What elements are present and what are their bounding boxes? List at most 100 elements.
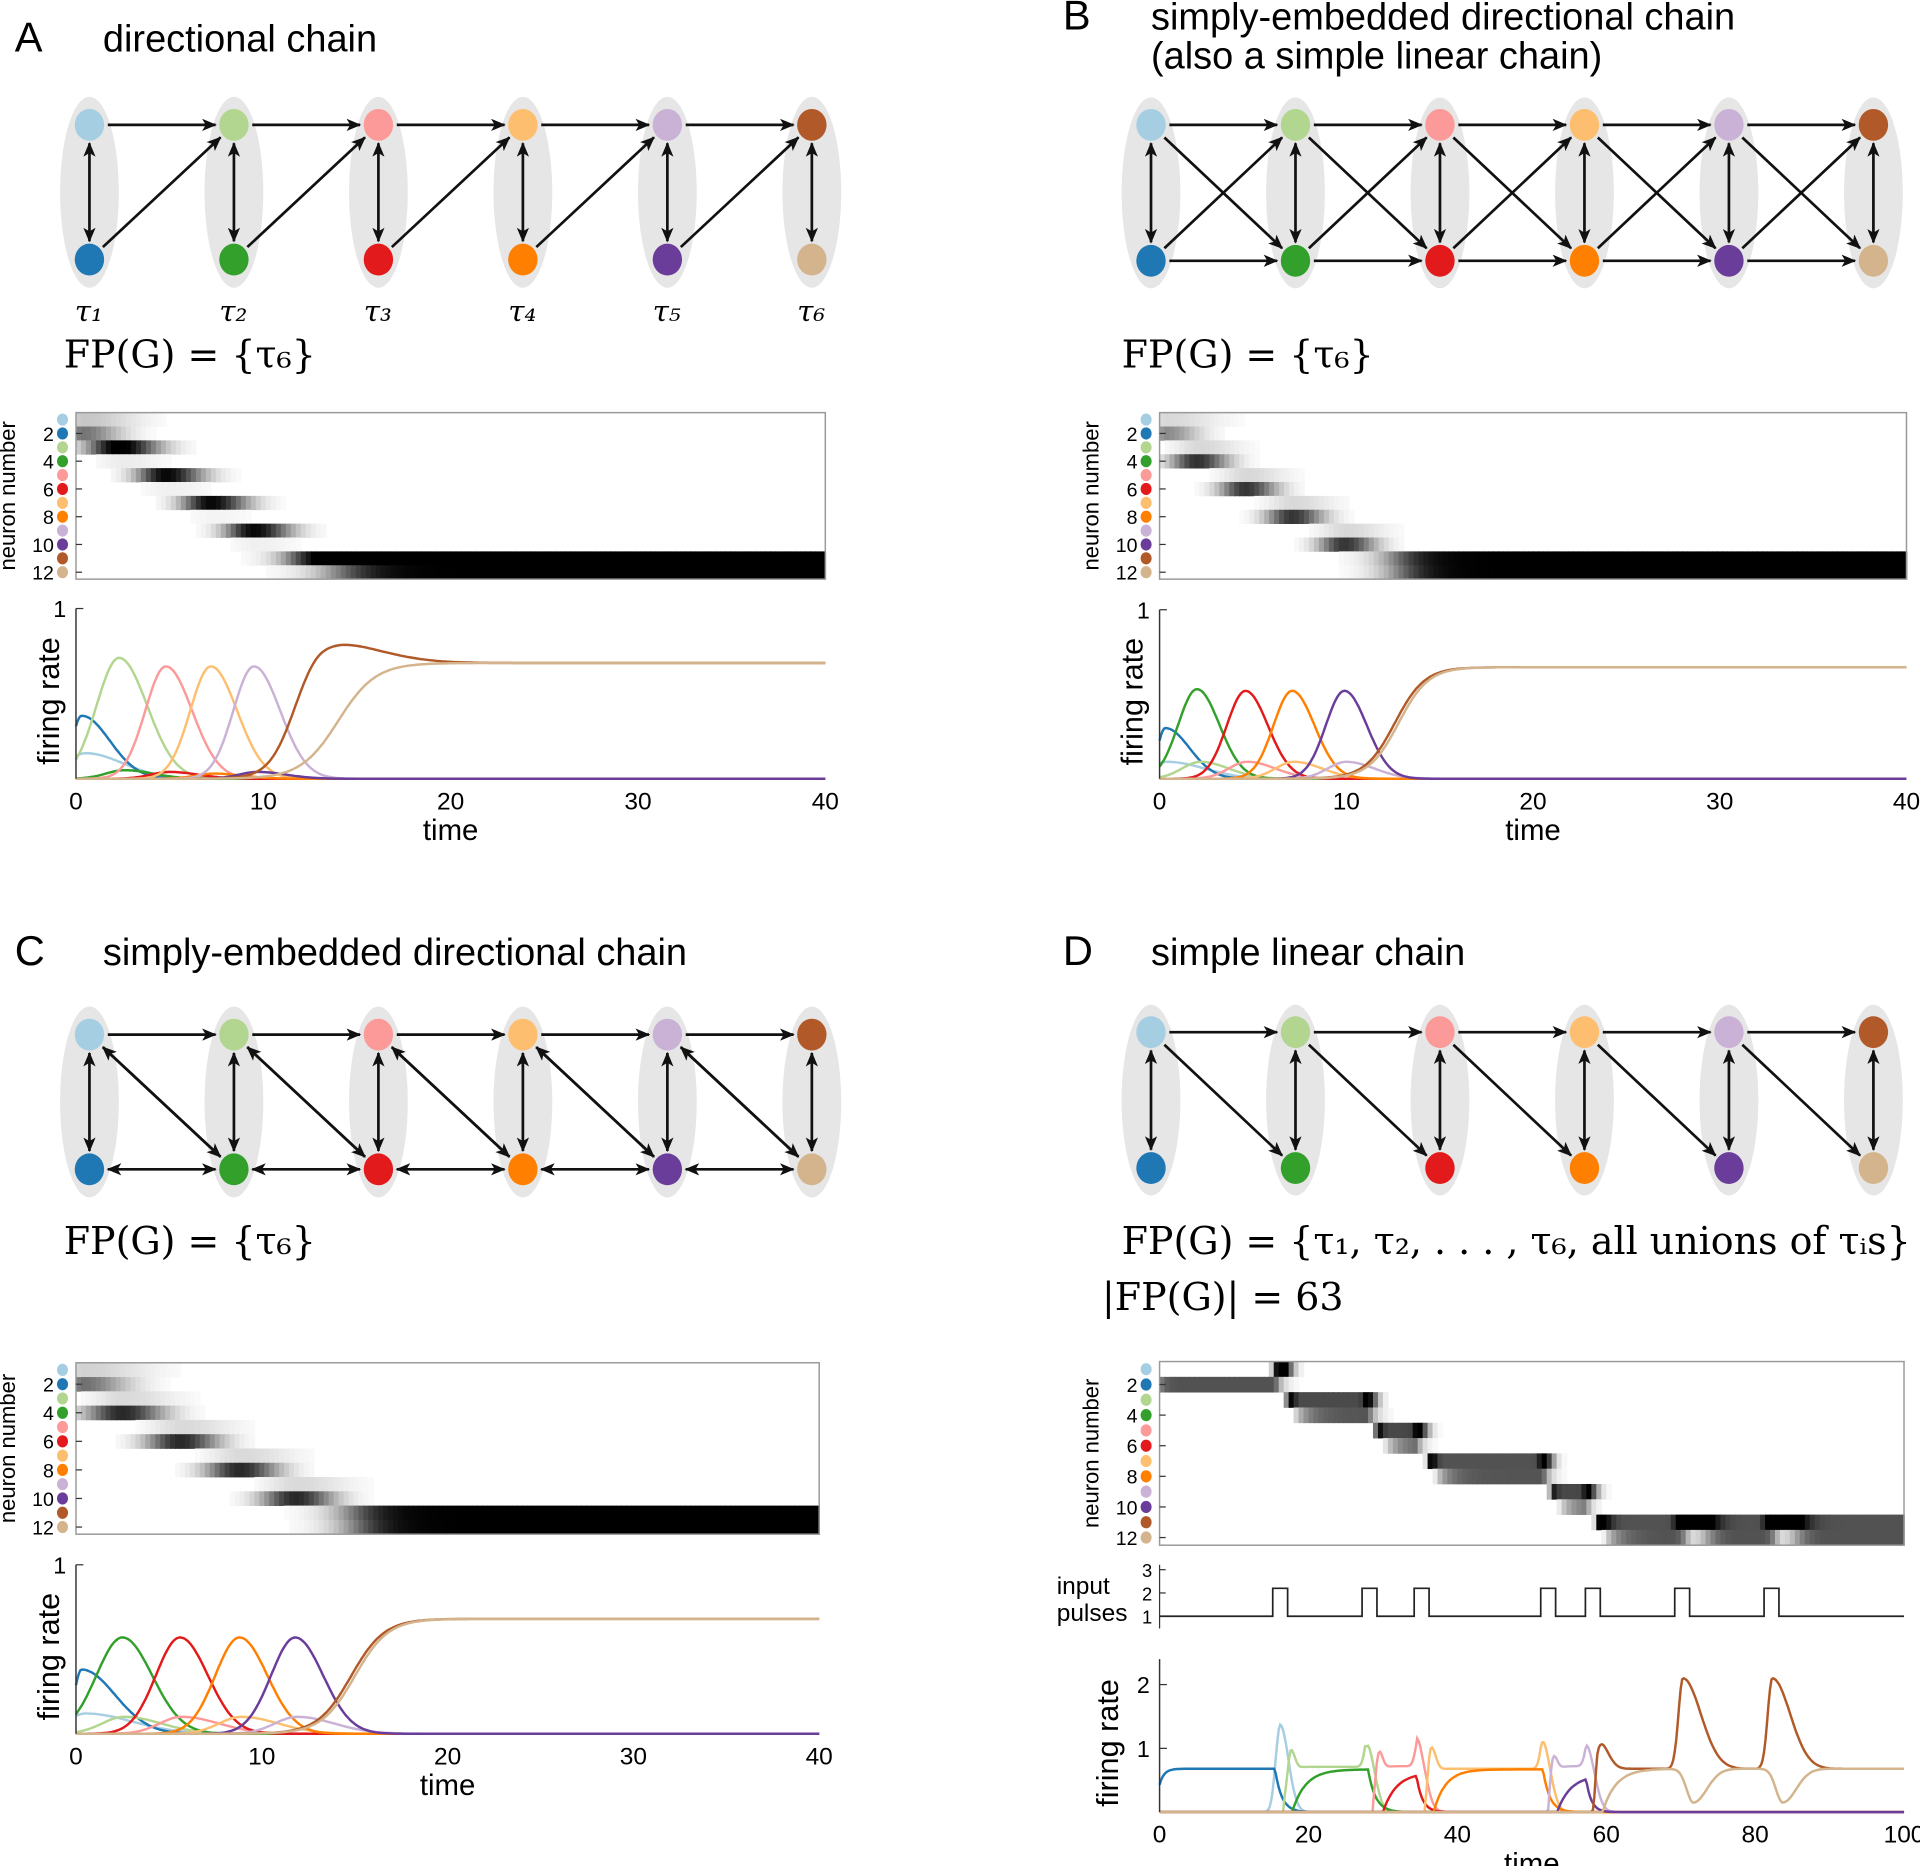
- neuron-color-dot: [56, 1363, 69, 1377]
- raster-cell: [1338, 523, 1345, 538]
- raster-cell: [260, 537, 267, 552]
- raster-cell: [1209, 440, 1216, 455]
- raster-cell: [789, 1505, 796, 1521]
- x-tick-label: 20: [1295, 1822, 1322, 1849]
- raster-cell: [265, 523, 272, 538]
- raster-cell: [1194, 454, 1201, 469]
- raster-cell: [744, 1519, 751, 1535]
- raster-cell: [1422, 1422, 1429, 1439]
- raster-cell: [415, 565, 422, 580]
- raster-cell: [130, 1391, 137, 1406]
- raster-cell: [1289, 495, 1295, 511]
- raster-cell: [1752, 551, 1758, 566]
- raster-cell: [110, 412, 117, 427]
- raster-cell: [305, 551, 312, 566]
- raster-cell: [175, 440, 182, 455]
- raster-cell: [205, 468, 212, 483]
- raster-cell: [1518, 565, 1524, 580]
- raster-cell: [1809, 1514, 1816, 1531]
- raster-cell: [1234, 482, 1240, 497]
- neuron-color-dot: [1140, 441, 1152, 454]
- neuron-node-1: [1136, 108, 1166, 141]
- raster-cell: [190, 468, 197, 483]
- raster-cell: [1294, 482, 1300, 497]
- raster-cell: [685, 1505, 692, 1521]
- raster-cell: [120, 1362, 127, 1378]
- raster-cell: [1652, 565, 1659, 580]
- raster-cell: [1393, 523, 1400, 538]
- raster-cell: [150, 482, 157, 497]
- raster-cell: [290, 551, 297, 566]
- raster-cell: [1403, 565, 1410, 580]
- raster-cell: [1254, 482, 1260, 497]
- raster-cell: [1234, 454, 1240, 469]
- raster-cell: [795, 551, 802, 566]
- raster-cell: [95, 1377, 102, 1392]
- raster-cell: [1645, 1514, 1652, 1531]
- raster-cell: [330, 565, 337, 580]
- raster-cell: [229, 1491, 236, 1506]
- y-tick-label: 1: [1137, 597, 1150, 623]
- raster-cell: [566, 1519, 573, 1535]
- raster-cell: [1652, 551, 1659, 566]
- raster-cell: [1323, 509, 1330, 525]
- raster-cell: [199, 1448, 206, 1464]
- raster-cell: [135, 426, 142, 441]
- raster-cell: [1199, 454, 1206, 469]
- neuron-color-dot: [1140, 1408, 1152, 1422]
- raster-cell: [1839, 1529, 1846, 1546]
- raster-cell: [130, 1434, 137, 1449]
- y-tick-label: 2: [1137, 1672, 1150, 1698]
- raster-cell: [1249, 482, 1255, 497]
- raster-cell: [1765, 1529, 1771, 1546]
- raster-cell: [1338, 1407, 1344, 1424]
- raster-cell: [240, 523, 247, 538]
- neuron-color-dot: [1140, 1363, 1152, 1376]
- raster-cell: [1164, 440, 1171, 455]
- raster-cell: [284, 1477, 290, 1492]
- raster-cell: [170, 468, 177, 483]
- raster-cell: [160, 454, 167, 469]
- raster-cell: [1640, 1514, 1647, 1531]
- raster-cell: [360, 565, 367, 580]
- raster-cell: [323, 1519, 330, 1535]
- raster-cell: [1189, 412, 1196, 427]
- raster-cell: [400, 551, 407, 566]
- raster-cell: [1821, 551, 1828, 566]
- raster-cell: [1343, 537, 1350, 552]
- raster-cell: [250, 551, 257, 566]
- raster-cell: [660, 1505, 667, 1521]
- raster-cell: [1289, 482, 1295, 497]
- raster-cell: [1621, 1529, 1627, 1546]
- raster-cell: [1318, 1407, 1325, 1424]
- raster-cell: [110, 468, 117, 483]
- raster-cell: [1184, 454, 1191, 469]
- raster-cell: [215, 468, 222, 483]
- raster-cell: [556, 1505, 563, 1521]
- raster-cell: [1557, 551, 1564, 566]
- raster-cell: [225, 509, 232, 525]
- raster-cell: [1219, 468, 1226, 483]
- raster-cell: [300, 551, 307, 566]
- raster-cell: [492, 1519, 498, 1535]
- raster-cell: [259, 1462, 265, 1478]
- raster-tick-label: 2: [43, 424, 54, 446]
- raster-cell: [1896, 565, 1903, 580]
- raster-cell: [535, 551, 542, 566]
- raster-cell: [1323, 523, 1330, 538]
- raster-cell: [1806, 551, 1813, 566]
- raster-cell: [561, 1519, 568, 1535]
- raster-cell: [680, 551, 687, 566]
- raster-cell: [1617, 565, 1624, 580]
- raster-cell: [1382, 1392, 1389, 1408]
- raster-cell: [735, 565, 742, 580]
- raster-cell: [1209, 412, 1216, 427]
- raster-cell: [303, 1448, 310, 1464]
- raster-cell: [1423, 565, 1430, 580]
- raster-cell: [155, 440, 162, 455]
- raster-cell: [120, 1391, 127, 1406]
- neuron-node-4: [219, 243, 249, 276]
- raster-cell: [1253, 1376, 1260, 1393]
- raster-cell: [244, 1419, 251, 1435]
- raster-cell: [1268, 1376, 1275, 1393]
